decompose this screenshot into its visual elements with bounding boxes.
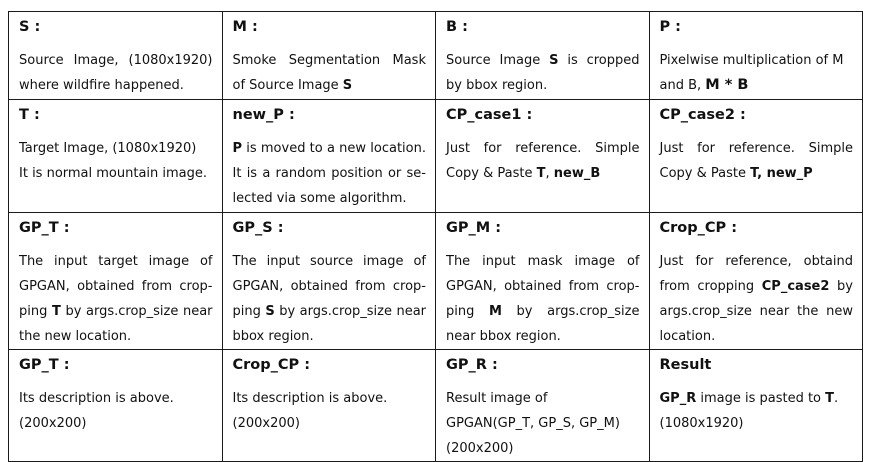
bold-text: S xyxy=(342,78,353,93)
cell-title: new_P : xyxy=(232,107,295,123)
text-run: Pixelwise multiplication of M and B, xyxy=(659,53,844,93)
cell-title: M : xyxy=(232,19,258,35)
text-run: is cropped by bbox region. xyxy=(446,53,640,93)
cell-description: Smoke Segmentation Mask of Source Image … xyxy=(233,48,427,98)
table-row: S : Source Image, (1080x1920) where wildf… xyxy=(8,11,863,100)
cell-description: The input mask image of GPGAN, obtained … xyxy=(446,249,640,349)
text-run: Smoke Segmentation Mask of Source Image xyxy=(232,53,427,93)
cell-description: Its description is above. (200x200) xyxy=(19,386,213,436)
cell-title: S : xyxy=(19,19,41,35)
text-run: Target Image, (1080x1920) xyxy=(19,141,197,156)
cell-title: CP_case1 : xyxy=(446,107,533,123)
cell-title: Result xyxy=(659,357,712,373)
bold-text: T xyxy=(51,304,61,319)
text-run: Just for reference. Simple Copy & Paste xyxy=(446,141,640,181)
cell-m: M : Smoke Segmentation Mask of Source Ima… xyxy=(221,11,436,100)
cell-gp-m: GP_M : The input mask image of GPGAN, obt… xyxy=(435,212,650,350)
text-run: by args.crop_size near bbox region. xyxy=(232,304,427,344)
text-run: Source Image, (1080x1920) where wildfire… xyxy=(19,53,213,93)
bold-text: S xyxy=(549,53,559,68)
text-run: . (1080x1920) xyxy=(659,391,839,431)
cell-title: P : xyxy=(659,19,681,35)
cell-cp-case2: CP_case2 : Just for reference. Simple Cop… xyxy=(648,99,863,213)
bold-text: GP_R xyxy=(659,391,697,406)
text-run: by args.crop_size near bbox region. xyxy=(446,304,640,344)
text-run: The input mask image of GPGAN, obtained … xyxy=(446,254,640,319)
text-run: Just for reference. Simple Copy & Paste xyxy=(659,141,854,181)
cell-s: S : Source Image, (1080x1920) where wildf… xyxy=(8,11,223,100)
text-run: Its description is above. (200x200) xyxy=(232,391,388,431)
bold-text: M xyxy=(488,304,502,319)
cell-new-p: new_P : P is moved to a new location. It … xyxy=(221,99,436,213)
cell-description: Source Image S is cropped by bbox region… xyxy=(446,48,640,98)
text-run: , xyxy=(545,166,554,181)
cell-description: The input target image of GPGAN, obtaine… xyxy=(19,249,213,349)
cell-t: T : Target Image, (1080x1920) It is normal… xyxy=(8,99,223,213)
cell-title: GP_T : xyxy=(19,220,70,236)
text-run: by args.crop_size near the new location. xyxy=(659,279,854,344)
cell-result: Result GP_R image is pasted to T. (1080x1… xyxy=(648,349,863,462)
text-run: is moved to a new location. It is a rand… xyxy=(232,141,427,206)
text-run: Its description is above. (200x200) xyxy=(19,391,174,431)
cell-title: T : xyxy=(19,107,40,123)
bold-text: T, new_P xyxy=(750,166,813,181)
table-row: GP_T : The input target image of GPGAN, o… xyxy=(8,212,863,350)
cell-cp-case1: CP_case1 : Just for reference. Simple Cop… xyxy=(435,99,650,213)
bold-text: new_B xyxy=(553,166,601,181)
cell-gp-t: GP_T : The input target image of GPGAN, o… xyxy=(8,212,223,350)
cell-b: B : Source Image S is cropped by bbox reg… xyxy=(435,11,650,100)
cell-description: Just for reference. Simple Copy & Paste … xyxy=(446,136,640,186)
cell-description: Just for reference, obtaind from croppin… xyxy=(660,249,854,349)
bold-text: T xyxy=(825,391,835,406)
cell-description: Its description is above. (200x200) xyxy=(233,386,427,436)
text-run: Source Image xyxy=(446,53,550,68)
text-run: image is pasted to xyxy=(696,391,826,406)
cell-description: P is moved to a new location. It is a ra… xyxy=(233,136,427,211)
bold-text: CP_case2 xyxy=(761,279,830,294)
text-run: Just for reference, obtaind from croppin… xyxy=(659,254,854,294)
cell-description: Result image of GPGAN(GP_T, GP_S, GP_M) … xyxy=(446,386,640,461)
cell-title: GP_M : xyxy=(446,220,502,236)
text-run: The input source image of GPGAN, obtaine… xyxy=(232,254,427,319)
cell-title: GP_R : xyxy=(446,357,498,373)
cell-description: Just for reference. Simple Copy & Paste … xyxy=(660,136,854,186)
cell-description: Target Image, (1080x1920) It is normal mo… xyxy=(19,136,213,186)
cell-gp-r: GP_R : Result image of GPGAN(GP_T, GP_S, … xyxy=(435,349,650,462)
bold-text: M * B xyxy=(705,77,749,93)
cell-title: Crop_CP : xyxy=(659,220,738,236)
table-row: T : Target Image, (1080x1920) It is normal… xyxy=(8,99,863,213)
cell-crop-cp: Crop_CP : Just for reference, obtaind fro… xyxy=(648,212,863,350)
cell-p: P : Pixelwise multiplication of M and B, … xyxy=(648,11,863,100)
bold-text: S xyxy=(265,304,275,319)
cell-title: GP_T : xyxy=(19,357,70,373)
table-row: GP_T : Its description is above. (200x200… xyxy=(8,349,863,462)
cell-gp-t-result: GP_T : Its description is above. (200x200… xyxy=(8,349,223,462)
cell-crop-cp-result: Crop_CP : Its description is above. (200x… xyxy=(221,349,436,462)
bold-text: T xyxy=(536,166,546,181)
cell-description: GP_R image is pasted to T. (1080x1920) xyxy=(660,386,854,436)
cell-title: GP_S : xyxy=(232,220,284,236)
cell-title: Crop_CP : xyxy=(232,357,311,373)
text-run: Result image of GPGAN(GP_T, GP_S, GP_M) … xyxy=(446,391,620,456)
cell-description: Source Image, (1080x1920) where wildfire… xyxy=(19,48,213,98)
text-run: by args.crop_size near the new location. xyxy=(19,304,213,344)
cell-title: CP_case2 : xyxy=(659,107,746,123)
definitions-table: S : Source Image, (1080x1920) where wildf… xyxy=(8,11,863,462)
cell-title: B : xyxy=(446,19,468,35)
cell-description: The input source image of GPGAN, obtaine… xyxy=(233,249,427,349)
text-run: The input target image of GPGAN, obtaine… xyxy=(19,254,213,319)
cell-gp-s: GP_S : The input source image of GPGAN, o… xyxy=(221,212,436,350)
bold-text: P xyxy=(232,141,243,156)
text-run: It is normal mountain image. xyxy=(19,166,208,181)
cell-description: Pixelwise multiplication of M and B, M *… xyxy=(660,48,854,98)
